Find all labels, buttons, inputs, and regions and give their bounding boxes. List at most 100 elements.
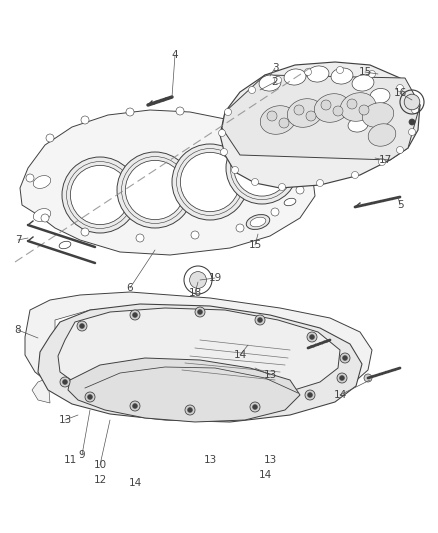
- Text: 3: 3: [272, 63, 278, 73]
- Polygon shape: [32, 378, 50, 403]
- Text: 15: 15: [358, 67, 371, 77]
- Text: 18: 18: [188, 288, 201, 298]
- Ellipse shape: [365, 106, 385, 120]
- Ellipse shape: [284, 198, 296, 206]
- Circle shape: [251, 179, 258, 185]
- Circle shape: [279, 183, 286, 190]
- Circle shape: [279, 118, 289, 128]
- Ellipse shape: [59, 241, 71, 249]
- Text: 8: 8: [15, 325, 21, 335]
- Circle shape: [176, 107, 184, 115]
- Polygon shape: [25, 292, 372, 408]
- Circle shape: [275, 77, 282, 84]
- Circle shape: [409, 119, 415, 125]
- Text: 12: 12: [93, 475, 106, 485]
- Circle shape: [306, 111, 316, 121]
- Ellipse shape: [293, 142, 307, 154]
- Circle shape: [304, 69, 311, 76]
- Text: 13: 13: [263, 370, 277, 380]
- Circle shape: [368, 70, 375, 77]
- Circle shape: [336, 67, 343, 74]
- Circle shape: [185, 405, 195, 415]
- Circle shape: [317, 180, 324, 187]
- Circle shape: [248, 86, 255, 93]
- Text: 15: 15: [248, 240, 261, 250]
- Polygon shape: [38, 304, 362, 422]
- Circle shape: [321, 100, 331, 110]
- Ellipse shape: [287, 99, 323, 127]
- Circle shape: [359, 105, 369, 115]
- Polygon shape: [222, 75, 420, 160]
- Circle shape: [281, 134, 289, 142]
- Circle shape: [88, 394, 92, 400]
- Circle shape: [190, 272, 206, 288]
- Circle shape: [343, 356, 347, 360]
- Circle shape: [333, 106, 343, 116]
- Circle shape: [255, 315, 265, 325]
- Ellipse shape: [284, 69, 306, 85]
- Circle shape: [294, 105, 304, 115]
- Polygon shape: [58, 308, 340, 402]
- Text: 14: 14: [258, 470, 272, 480]
- Text: 9: 9: [79, 450, 85, 460]
- Ellipse shape: [340, 93, 376, 122]
- Text: 16: 16: [393, 88, 406, 98]
- Polygon shape: [20, 110, 315, 255]
- Circle shape: [80, 324, 85, 328]
- Circle shape: [296, 186, 304, 194]
- Circle shape: [234, 140, 290, 196]
- Circle shape: [172, 144, 248, 220]
- Circle shape: [301, 158, 309, 166]
- Circle shape: [310, 335, 314, 340]
- Circle shape: [63, 379, 67, 384]
- Ellipse shape: [260, 106, 296, 134]
- Circle shape: [236, 114, 244, 122]
- Circle shape: [267, 111, 277, 121]
- Text: 7: 7: [15, 235, 21, 245]
- Circle shape: [198, 310, 202, 314]
- Text: 11: 11: [64, 455, 77, 465]
- Circle shape: [307, 332, 317, 342]
- Text: 13: 13: [263, 455, 277, 465]
- Polygon shape: [48, 306, 342, 408]
- Text: 14: 14: [333, 390, 346, 400]
- Ellipse shape: [259, 75, 281, 91]
- Text: 4: 4: [172, 50, 178, 60]
- Circle shape: [404, 94, 420, 110]
- Circle shape: [126, 108, 134, 116]
- Circle shape: [337, 373, 347, 383]
- Circle shape: [252, 405, 258, 409]
- Circle shape: [225, 109, 232, 116]
- Ellipse shape: [352, 75, 374, 91]
- Circle shape: [226, 132, 298, 204]
- Circle shape: [71, 165, 130, 224]
- Text: 17: 17: [378, 155, 392, 165]
- Circle shape: [307, 392, 312, 398]
- Circle shape: [219, 130, 226, 136]
- Circle shape: [271, 208, 279, 216]
- Circle shape: [258, 318, 262, 322]
- Circle shape: [305, 390, 315, 400]
- Text: 14: 14: [233, 350, 247, 360]
- Ellipse shape: [293, 156, 307, 167]
- Text: 6: 6: [127, 283, 133, 293]
- Ellipse shape: [307, 66, 329, 82]
- Circle shape: [378, 158, 385, 166]
- Ellipse shape: [33, 208, 51, 221]
- Circle shape: [396, 147, 403, 154]
- Circle shape: [77, 321, 87, 331]
- Circle shape: [125, 160, 185, 220]
- Circle shape: [396, 85, 403, 92]
- Circle shape: [41, 214, 49, 222]
- Circle shape: [136, 234, 144, 242]
- Circle shape: [195, 307, 205, 317]
- Ellipse shape: [368, 124, 396, 146]
- Text: 2: 2: [272, 77, 278, 87]
- Ellipse shape: [250, 217, 266, 227]
- Text: 14: 14: [128, 478, 141, 488]
- Circle shape: [81, 228, 89, 236]
- Circle shape: [85, 392, 95, 402]
- Circle shape: [352, 172, 358, 179]
- Circle shape: [26, 174, 34, 182]
- Ellipse shape: [314, 94, 350, 122]
